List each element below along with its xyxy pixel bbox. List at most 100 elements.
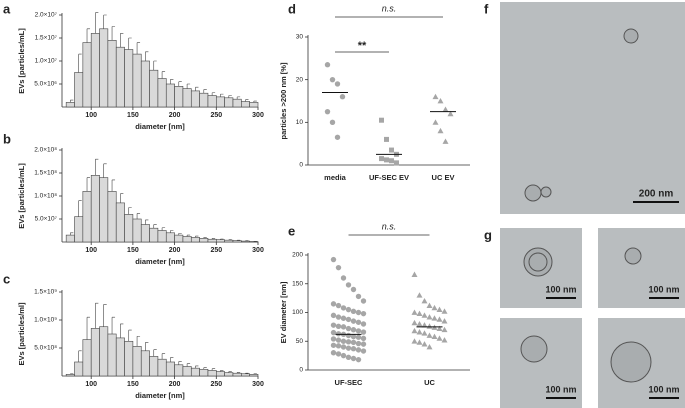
data-point	[324, 108, 331, 115]
bar	[140, 224, 150, 243]
error-bar	[161, 71, 166, 79]
bar	[232, 372, 242, 377]
data-point	[421, 341, 428, 347]
bar	[207, 370, 217, 377]
data-point	[441, 308, 448, 314]
panel-label: a	[3, 1, 11, 16]
x-tick-label: 150	[127, 247, 139, 254]
error-bar	[153, 224, 157, 229]
error-bar	[70, 232, 74, 236]
bar	[207, 95, 217, 108]
y-tick-label: 1.0×10⁷	[35, 58, 58, 65]
data-point	[394, 160, 399, 166]
y-tick-label: 150	[292, 280, 303, 287]
error-bar	[220, 238, 224, 240]
data-point	[389, 158, 394, 164]
data-point	[330, 301, 337, 307]
data-point	[340, 352, 347, 359]
x-axis-label: diameter [nm]	[135, 257, 185, 266]
data-point	[330, 312, 337, 319]
bar	[82, 42, 92, 108]
data-point	[426, 332, 433, 338]
data-point	[355, 293, 362, 300]
bar	[65, 234, 75, 243]
data-point	[340, 305, 347, 311]
error-bar	[128, 207, 132, 215]
scale-bar-label: 100 nm	[545, 384, 576, 394]
data-point	[360, 335, 367, 342]
micrograph	[500, 318, 582, 408]
bar	[249, 102, 259, 108]
y-axis-label: EVs [particles/mL]	[17, 28, 26, 94]
vesicle	[524, 184, 542, 202]
data-point	[335, 264, 342, 271]
vesicle	[528, 252, 548, 272]
bar	[149, 356, 159, 377]
x-tick-label: 250	[210, 247, 222, 254]
bar	[124, 340, 134, 377]
data-point	[421, 312, 428, 318]
error-bar	[78, 53, 82, 73]
error-bar	[186, 83, 191, 89]
error-bar	[161, 227, 166, 231]
data-point	[335, 323, 342, 329]
data-point	[442, 106, 449, 112]
data-point	[360, 341, 367, 347]
error-bar	[186, 234, 191, 237]
micrograph	[598, 228, 685, 308]
error-bar	[245, 99, 249, 102]
error-bar	[203, 367, 207, 370]
data-point	[350, 333, 357, 340]
y-tick-label: 2.0×10⁸	[34, 147, 57, 154]
x-tick-label: 100	[85, 381, 97, 388]
bar	[82, 339, 92, 377]
data-point	[335, 314, 342, 320]
bar	[199, 92, 209, 108]
data-point	[421, 330, 428, 336]
bar	[165, 232, 175, 243]
bar	[174, 234, 184, 243]
data-point	[432, 119, 439, 125]
error-bar	[153, 349, 157, 357]
error-bar	[203, 237, 207, 239]
bar	[165, 83, 175, 108]
data-point	[350, 339, 357, 346]
error-bar	[136, 42, 141, 55]
error-bar	[195, 235, 199, 238]
bar	[190, 237, 200, 243]
data-point	[330, 342, 337, 348]
error-bar	[220, 370, 224, 372]
y-axis-label: EV diameter [nm]	[279, 281, 288, 343]
bar	[215, 96, 225, 108]
bar	[90, 175, 100, 243]
bar	[199, 368, 209, 377]
error-bar	[153, 60, 157, 71]
bar	[224, 97, 234, 108]
x-tick-label: 150	[127, 381, 139, 388]
data-point	[335, 337, 342, 343]
x-tick-label: 150	[127, 112, 139, 119]
data-point	[426, 302, 433, 308]
data-point	[340, 275, 347, 281]
data-point	[411, 338, 418, 344]
x-tick-label: 200	[169, 247, 181, 254]
y-tick-label: 10	[296, 119, 304, 126]
data-point	[350, 327, 357, 333]
bar	[224, 372, 234, 377]
bar	[215, 239, 225, 243]
data-point	[416, 339, 423, 345]
error-bar	[186, 363, 191, 367]
error-bar	[70, 373, 74, 375]
bar	[132, 53, 142, 108]
data-point	[432, 93, 439, 100]
bar	[165, 361, 175, 377]
data-point	[335, 343, 342, 349]
data-point	[426, 344, 433, 350]
bar	[215, 371, 225, 377]
data-point	[345, 306, 352, 313]
data-point	[330, 350, 337, 356]
error-bar	[128, 37, 132, 50]
scale-bar-label: 100 nm	[648, 384, 679, 394]
bar	[224, 239, 234, 243]
bar	[115, 202, 125, 243]
